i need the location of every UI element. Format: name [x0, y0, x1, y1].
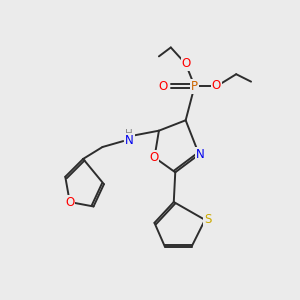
Text: S: S [204, 213, 211, 226]
Text: P: P [191, 80, 198, 93]
Text: O: O [212, 79, 221, 92]
Text: N: N [125, 134, 134, 147]
Text: O: O [159, 80, 168, 93]
Text: O: O [149, 151, 158, 164]
Text: N: N [196, 148, 205, 161]
Text: H: H [125, 129, 133, 139]
Text: O: O [182, 57, 191, 70]
Text: O: O [65, 196, 74, 208]
